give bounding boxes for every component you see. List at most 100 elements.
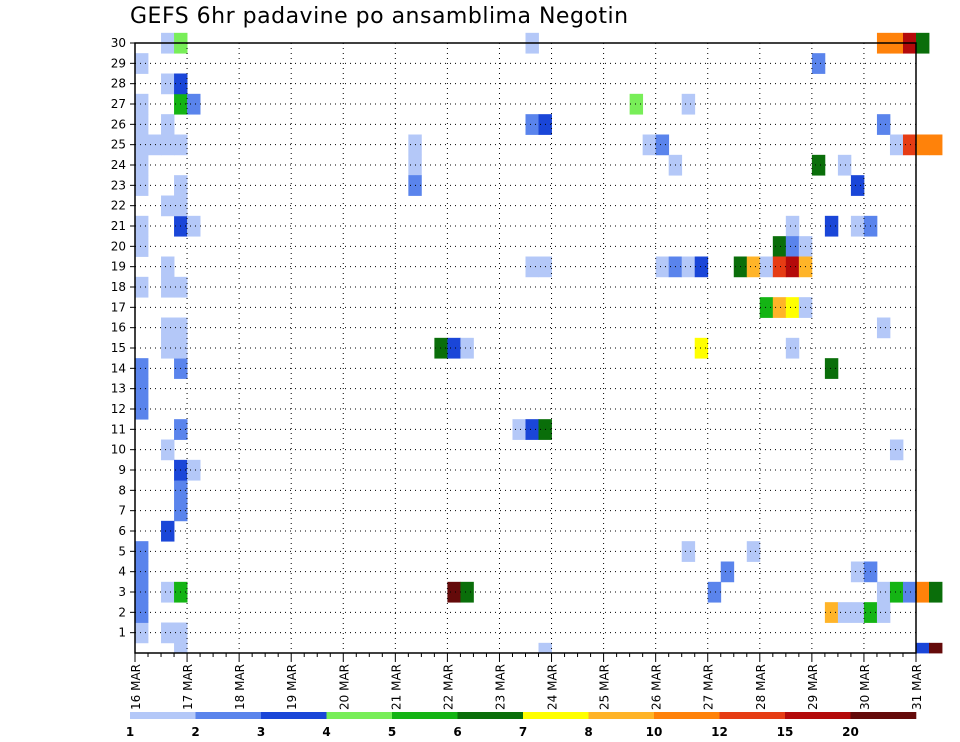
heatmap-cell [785, 236, 800, 257]
y-tick-label: 29 [111, 56, 126, 70]
heatmap-cell [811, 53, 826, 74]
heatmap-cell [850, 175, 865, 196]
y-tick-label: 26 [111, 117, 126, 131]
heatmap-cell [187, 459, 201, 481]
x-tick-label: 27 MAR [702, 664, 716, 710]
y-tick-label: 28 [111, 77, 126, 91]
x-tick-label: 18 MAR [233, 664, 247, 710]
chart-title: GEFS 6hr padavine po ansamblima Negotin [130, 4, 629, 29]
y-tick-label: 5 [118, 544, 126, 558]
heatmap-cell [512, 419, 526, 440]
heatmap-cell [785, 297, 800, 318]
heatmap-cell [759, 297, 774, 318]
heatmap-cell [681, 93, 696, 115]
x-axis-ticks: 16 MAR 17 MAR 18 MAR 19 MAR 20 MAR 21 MAR 22 M… [129, 653, 924, 710]
y-tick-label: 11 [111, 422, 126, 436]
heatmap-cell [538, 642, 552, 654]
heatmap-cell [824, 602, 839, 623]
colorbar-label: 8 [584, 725, 592, 739]
heatmap-cell [135, 154, 149, 176]
y-tick-label: 7 [118, 504, 126, 518]
heatmap-cell [135, 358, 149, 379]
colorbar-label: 20 [842, 725, 859, 739]
y-tick-label: 1 [118, 626, 126, 640]
colorbar-legend: 1 2 3 4 5 6 7 8 10 12 15 20 [126, 712, 917, 739]
heatmap-cell [161, 73, 175, 95]
colorbar-label: 7 [519, 725, 527, 739]
heatmap-cell [161, 520, 175, 542]
colorbar-label: 4 [322, 725, 330, 739]
heatmap-cell [447, 581, 461, 603]
colorbar-swatch [457, 712, 524, 719]
y-tick-label: 10 [111, 443, 126, 457]
heatmap-cell [850, 602, 865, 623]
colorbar-swatch [850, 712, 917, 719]
x-tick-label: 29 MAR [806, 664, 820, 710]
heatmap-cell [161, 256, 175, 278]
heatmap-cell [746, 256, 761, 278]
heatmap-cell [655, 134, 670, 156]
heatmap-cell [694, 256, 709, 278]
heatmap-cell [785, 337, 800, 359]
x-tick-label: 21 MAR [389, 664, 403, 710]
heatmap-cell [889, 581, 904, 603]
colorbar-swatch [588, 712, 655, 719]
heatmap-cell [837, 602, 852, 623]
x-tick-label: 30 MAR [858, 664, 872, 710]
colorbar-label: 6 [453, 725, 461, 739]
grid-lines [135, 42, 916, 653]
heatmap-cell [135, 134, 149, 156]
heatmap-cell [525, 256, 539, 278]
heatmap-cell [746, 541, 761, 562]
colorbar-swatch [392, 712, 458, 719]
colorbar-swatch [654, 712, 720, 719]
plot-frame [134, 42, 917, 654]
heatmap-cell [525, 114, 539, 135]
heatmap-cell [772, 297, 787, 318]
heatmap-cell [876, 317, 891, 339]
heatmap-cell [889, 134, 904, 156]
colorbar-label: 3 [257, 725, 265, 739]
x-tick-label: 16 MAR [129, 664, 143, 710]
heatmap-cell [187, 215, 201, 237]
x-tick-label: 24 MAR [546, 664, 560, 710]
x-tick-label: 31 MAR [910, 664, 924, 710]
x-tick-label: 20 MAR [337, 664, 351, 710]
y-axis-ticks: 1234567891011121314151617181920212223242… [111, 36, 135, 640]
heatmap-cell [929, 581, 943, 603]
y-tick-label: 2 [118, 605, 126, 619]
y-tick-label: 21 [111, 219, 126, 233]
heatmap-cell [161, 337, 175, 359]
y-tick-label: 18 [111, 280, 126, 294]
y-tick-label: 3 [118, 585, 126, 599]
y-tick-label: 20 [111, 239, 126, 253]
heatmap-cell [772, 256, 787, 278]
heatmap-cell [681, 541, 696, 562]
colorbar-swatch [261, 712, 327, 719]
heatmap-cell [161, 581, 175, 603]
heatmap-cell [447, 337, 461, 359]
heatmap-cell [850, 215, 865, 237]
heatmap-cell [525, 419, 539, 440]
colorbar-label: 10 [646, 725, 663, 739]
colorbar-swatch [195, 712, 262, 719]
heatmap-cell [876, 581, 891, 603]
heatmap-cell [785, 256, 800, 278]
heatmap-cell [135, 93, 149, 115]
heatmap-cell [135, 581, 149, 603]
x-tick-label: 25 MAR [598, 664, 612, 710]
heatmap-cell [889, 439, 904, 461]
heatmap-cell [916, 32, 930, 54]
heatmap-cell [785, 215, 800, 237]
heatmap-cell [929, 642, 943, 654]
heatmap-cell [642, 134, 657, 156]
heatmap-cell [824, 215, 839, 237]
plot-border [134, 42, 917, 654]
heatmap-cell [135, 398, 149, 420]
y-tick-label: 23 [111, 178, 126, 192]
y-tick-label: 13 [111, 382, 126, 396]
heatmap-cell [902, 134, 917, 156]
heatmap-cell [681, 256, 696, 278]
heatmap-cell [161, 195, 175, 217]
heatmap-cell [148, 134, 162, 156]
